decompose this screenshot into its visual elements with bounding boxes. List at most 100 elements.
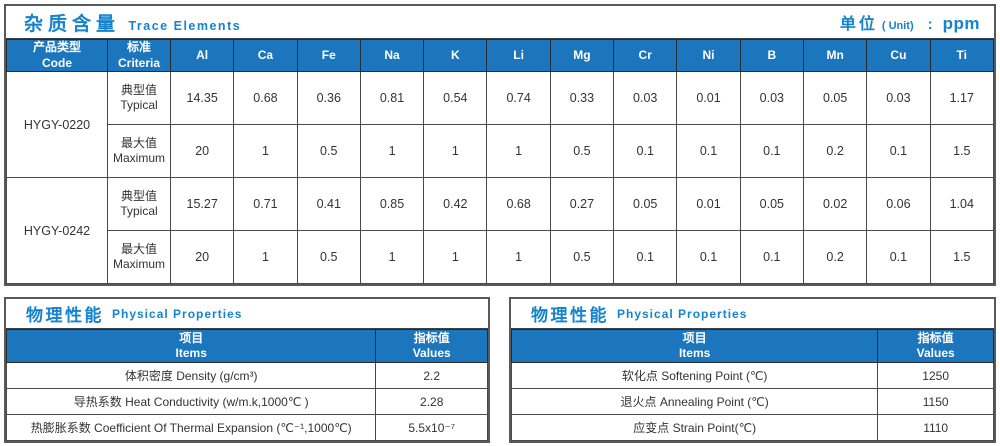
product-code-cell: HYGY-0242: [6, 177, 108, 285]
col-header-ca: Ca: [233, 38, 298, 73]
physical-properties-table-right: 项目 Items 指标值 Values 软化点 Softening Point …: [510, 329, 994, 442]
unit-label: 单位 ( Unit) : ppm: [840, 10, 980, 34]
table-row-0220-maximum: 最大值 Maximum 20 1 0.5 1 1 1 0.5 0.1 0.1 0…: [7, 124, 995, 179]
physical-properties-panel-right: 物理性能 Physical Properties 项目 Items 指标值 Va…: [509, 297, 996, 444]
value-cell: 0.05: [739, 177, 804, 232]
col-header-cr: Cr: [613, 38, 678, 73]
value-cell: 0.05: [613, 177, 678, 232]
col-header-b: B: [739, 38, 804, 73]
col-header-values-zh: 指标值: [413, 330, 450, 345]
table-row-softening-point: 软化点 Softening Point (℃) 1250: [510, 362, 994, 390]
col-header-code-en: Code: [42, 55, 72, 70]
col-header-code: 产品类型 Code: [6, 38, 108, 73]
value-cell: 1: [423, 230, 488, 285]
physical-title-zh: 物理性能: [26, 306, 104, 326]
value-cell: 0.1: [739, 230, 804, 285]
table-row-heat-conductivity: 导热系数 Heat Conductivity (w/m.k,1000℃ ) 2.…: [5, 388, 488, 416]
value-cell: 14.35: [169, 71, 235, 126]
table-row-0242-maximum: 最大值 Maximum 20 1 0.5 1 1 1 0.5 0.1 0.1 0…: [7, 230, 995, 285]
col-header-cu: Cu: [866, 38, 931, 73]
table-row-0242-typical: HYGY-0242 典型值 Typical 15.27 0.71 0.41 0.…: [6, 177, 995, 285]
unit-colon: :: [927, 16, 933, 33]
criteria-en: Typical: [120, 204, 158, 219]
col-header-values: 指标值 Values: [375, 329, 488, 364]
value-cell: 0.5: [549, 124, 615, 179]
value-cell: 0.05: [802, 71, 868, 126]
value-cell: 0.81: [359, 71, 425, 126]
table-row-thermal-expansion: 热膨胀系数 Coefficient Of Thermal Expansion (…: [5, 414, 488, 442]
table-row-density: 体积密度 Density (g/cm³) 2.2: [5, 362, 488, 390]
value-cell: 0.1: [739, 124, 804, 179]
table-row-0220-typical: HYGY-0220 典型值 Typical 14.35 0.68 0.36 0.…: [6, 71, 995, 179]
value-cell: 0.42: [423, 177, 488, 232]
item-cell: 应变点 Strain Point(℃): [510, 414, 879, 442]
value-cell: 0.1: [866, 124, 931, 179]
col-header-items-en: Items: [175, 346, 207, 361]
value-cell: 0.41: [296, 177, 361, 232]
value-cell: 0.68: [486, 177, 551, 232]
value-cell: 0.5: [296, 230, 361, 285]
col-header-mn: Mn: [802, 38, 868, 73]
value-cell: 0.27: [549, 177, 615, 232]
col-header-na: Na: [359, 38, 425, 73]
col-header-fe: Fe: [296, 38, 361, 73]
value-cell: 0.03: [866, 71, 931, 126]
value-cell: 1.5: [929, 230, 995, 285]
col-header-k: K: [423, 38, 488, 73]
col-header-items-zh: 项目: [682, 330, 707, 345]
col-header-ti: Ti: [929, 38, 995, 73]
criteria-cell: 典型值 Typical: [107, 71, 171, 126]
value-cell: 1.04: [929, 177, 995, 232]
value-cell: 0.68: [233, 71, 298, 126]
item-cell: 导热系数 Heat Conductivity (w/m.k,1000℃ ): [5, 388, 377, 416]
unit-label-en: ( Unit): [881, 20, 914, 32]
col-header-values-en: Values: [916, 346, 955, 361]
col-header-values-en: Values: [412, 346, 451, 361]
value-cell: 1: [233, 124, 298, 179]
product-code-cell: HYGY-0220: [6, 71, 108, 179]
trace-title: 杂质含量 Trace Elements: [24, 9, 241, 36]
criteria-zh: 典型值: [120, 188, 157, 203]
value-cell: 0.03: [739, 71, 804, 126]
col-header-values: 指标值 Values: [877, 329, 994, 364]
value-cell: 2.2: [375, 362, 488, 390]
col-header-al: Al: [169, 38, 235, 73]
value-cell: 0.1: [613, 124, 678, 179]
col-header-li: Li: [486, 38, 551, 73]
value-cell: 20: [169, 230, 235, 285]
col-header-items-zh: 项目: [179, 330, 204, 345]
value-cell: 1250: [877, 362, 994, 390]
value-cell: 0.5: [549, 230, 615, 285]
value-cell: 0.1: [866, 230, 931, 285]
col-header-criteria: 标准 Criteria: [107, 38, 171, 73]
value-cell: 1.17: [929, 71, 995, 126]
trace-title-en: Trace Elements: [128, 18, 242, 33]
trace-title-zh: 杂质含量: [24, 13, 121, 35]
value-cell: 1110: [877, 414, 994, 442]
value-cell: 1: [233, 230, 298, 285]
value-cell: 20: [169, 124, 235, 179]
value-cell: 0.54: [423, 71, 488, 126]
value-cell: 0.2: [802, 230, 868, 285]
value-cell: 0.85: [359, 177, 425, 232]
col-header-criteria-zh: 标准: [126, 40, 151, 54]
value-cell: 1: [423, 124, 488, 179]
col-header-items-en: Items: [678, 346, 711, 361]
value-cell: 1150: [877, 388, 994, 416]
trace-elements-panel: 杂质含量 Trace Elements 单位 ( Unit) : ppm 产品类…: [4, 4, 996, 287]
criteria-zh: 最大值: [120, 135, 157, 150]
physical-title-en: Physical Properties: [617, 306, 748, 321]
physical-properties-panel-left: 物理性能 Physical Properties 项目 Items 指标值 Va…: [4, 297, 490, 444]
physical-properties-table-left: 项目 Items 指标值 Values 体积密度 Density (g/cm³)…: [5, 329, 488, 442]
value-cell: 0.36: [296, 71, 361, 126]
value-cell: 1: [486, 230, 551, 285]
value-cell: 0.02: [802, 177, 868, 232]
trace-header-row: 产品类型 Code 标准 Criteria Al Ca Fe Na K Li M…: [6, 38, 995, 73]
item-cell: 体积密度 Density (g/cm³): [5, 362, 377, 390]
item-cell: 退火点 Annealing Point (℃): [510, 388, 879, 416]
value-cell: 0.1: [676, 230, 741, 285]
col-header-values-zh: 指标值: [917, 330, 954, 345]
col-header-code-zh: 产品类型: [32, 40, 81, 54]
physical-properties-row: 物理性能 Physical Properties 项目 Items 指标值 Va…: [4, 297, 996, 444]
